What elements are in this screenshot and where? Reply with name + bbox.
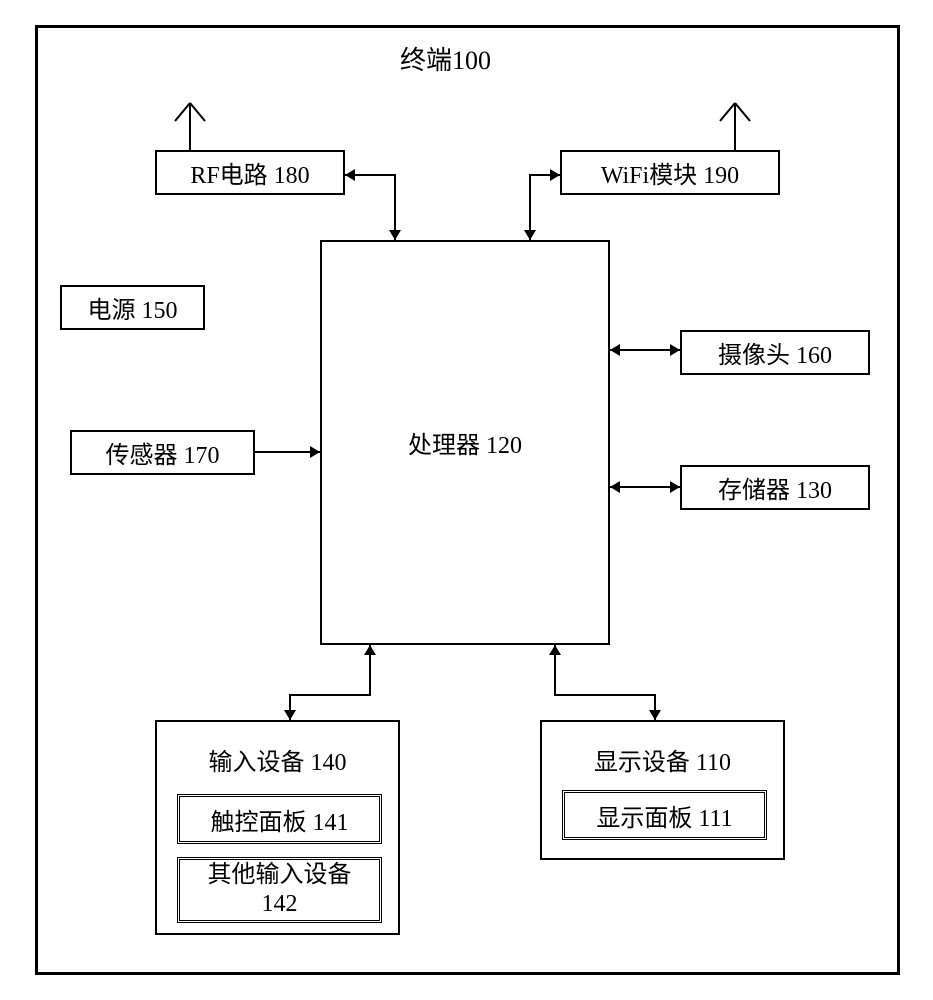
power-box: 电源 150 <box>60 285 205 330</box>
wifi-antenna-icon <box>715 93 755 153</box>
wifi-module-box: WiFi模块 190 <box>560 150 780 195</box>
diagram-title: 终端100 <box>400 40 491 77</box>
other-input-box: 其他输入设备 142 <box>177 857 382 923</box>
memory-box: 存储器 130 <box>680 465 870 510</box>
rf-label: RF电路 180 <box>190 155 309 190</box>
camera-label: 摄像头 160 <box>718 335 832 370</box>
camera-box: 摄像头 160 <box>680 330 870 375</box>
input-device-title: 输入设备 140 <box>157 742 398 777</box>
other-input-label: 其他输入设备 142 <box>208 861 352 919</box>
memory-label: 存储器 130 <box>718 470 832 505</box>
display-device-box: 显示设备 110 显示面板 111 <box>540 720 785 860</box>
processor-box: 处理器 120 <box>320 240 610 645</box>
touch-panel-box: 触控面板 141 <box>177 794 382 844</box>
touch-label: 触控面板 141 <box>211 802 349 837</box>
display-panel-box: 显示面板 111 <box>562 790 767 840</box>
processor-label: 处理器 120 <box>408 425 522 460</box>
input-device-box: 输入设备 140 触控面板 141 其他输入设备 142 <box>155 720 400 935</box>
sensor-label: 传感器 170 <box>106 435 220 470</box>
display-device-title: 显示设备 110 <box>542 742 783 777</box>
rf-antenna-icon <box>170 93 210 153</box>
wifi-label: WiFi模块 190 <box>601 155 739 190</box>
power-label: 电源 150 <box>88 290 178 325</box>
display-panel-label: 显示面板 111 <box>596 798 732 833</box>
sensor-box: 传感器 170 <box>70 430 255 475</box>
rf-circuit-box: RF电路 180 <box>155 150 345 195</box>
